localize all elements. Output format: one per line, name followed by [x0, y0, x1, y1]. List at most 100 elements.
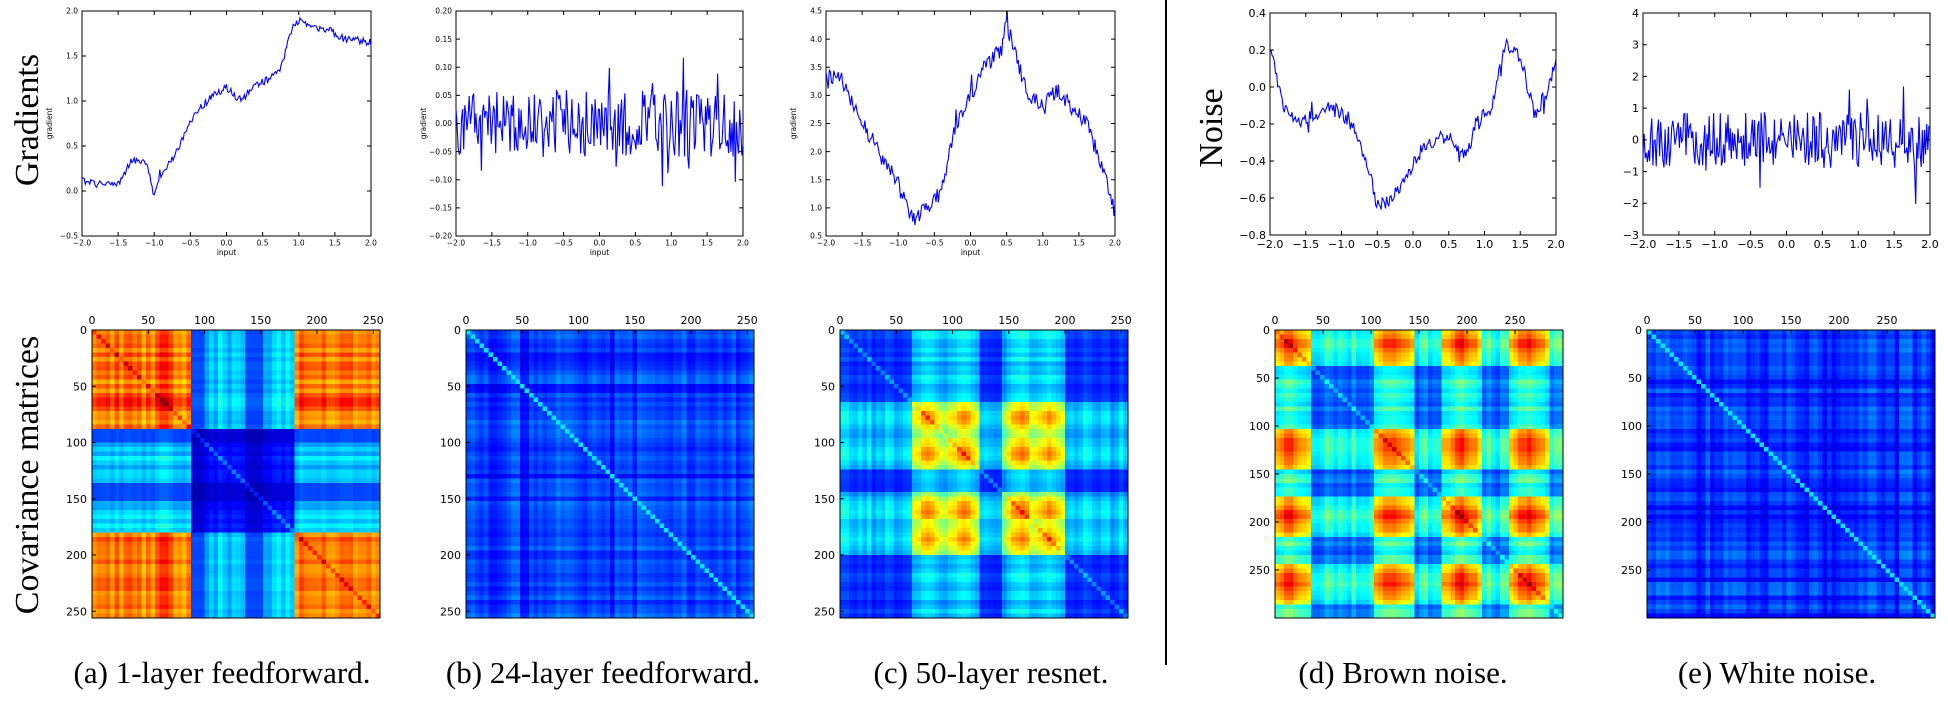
heatmap-cell [101, 357, 106, 362]
heatmap-cell [277, 501, 282, 506]
heatmap-cell [164, 506, 169, 511]
heatmap-cell [344, 411, 349, 416]
heatmap-cell [196, 434, 201, 439]
heatmap-cell [561, 366, 566, 371]
heatmap-cell [344, 605, 349, 610]
heatmap-cell [308, 519, 313, 524]
heatmap-cell [268, 474, 273, 479]
heatmap-cell [200, 357, 205, 362]
heatmap-cell [232, 330, 237, 335]
heatmap-cell [371, 600, 376, 605]
heatmap-cell [223, 474, 228, 479]
heatmap-cell [723, 362, 728, 367]
heatmap-cell [254, 344, 259, 349]
heatmap-cell [263, 330, 268, 335]
heatmap-cell [223, 546, 228, 551]
heatmap-cell [714, 339, 719, 344]
heatmap-cell [236, 605, 241, 610]
heatmap-cell [106, 416, 111, 421]
heatmap-cell [335, 582, 340, 587]
heatmap-cell [669, 339, 674, 344]
heatmap-cell [534, 335, 539, 340]
heatmap-cell [241, 398, 246, 403]
heatmap-cell [214, 609, 219, 614]
heatmap-cell [101, 492, 106, 497]
heatmap-cell [223, 434, 228, 439]
heatmap-cell [146, 339, 151, 344]
heatmap-cell [92, 524, 97, 529]
heatmap-cell [241, 569, 246, 574]
heatmap-cell [191, 573, 196, 578]
heatmap-cell [579, 366, 584, 371]
heatmap-cell [169, 569, 174, 574]
heatmap-cell [250, 362, 255, 367]
heatmap-cell [137, 483, 142, 488]
heatmap-cell [142, 519, 147, 524]
heatmap-cell [709, 339, 714, 344]
heatmap-cell [218, 380, 223, 385]
heatmap-cell [344, 407, 349, 412]
heatmap-cell [507, 366, 512, 371]
heatmap-cell [655, 335, 660, 340]
heatmap-cell [353, 555, 358, 560]
heatmap-cell [227, 425, 232, 430]
heatmap-cell [106, 555, 111, 560]
heatmap-cell [110, 425, 115, 430]
heatmap-cell [304, 587, 309, 592]
heatmap-cell [353, 429, 358, 434]
heatmap-cell [525, 344, 530, 349]
heatmap-cell [371, 591, 376, 596]
heatmap-cell [151, 609, 156, 614]
heatmap-cell [227, 510, 232, 515]
heatmap-cell [340, 600, 345, 605]
heatmap-cell [335, 407, 340, 412]
heatmap-cell [484, 348, 489, 353]
heatmap-cell [214, 366, 219, 371]
heatmap-cell [137, 420, 142, 425]
heatmap-cell [160, 425, 165, 430]
heatmap-cell [349, 380, 354, 385]
heatmap-cell [313, 479, 318, 484]
heatmap-cell [92, 546, 97, 551]
heatmap-cell [142, 357, 147, 362]
heatmap-cell [362, 384, 367, 389]
heatmap-cell [115, 407, 120, 412]
heatmap-cell [115, 398, 120, 403]
heatmap-cell [236, 479, 241, 484]
heatmap-cell [119, 528, 124, 533]
heatmap-cell [227, 542, 232, 547]
heatmap-cell [254, 447, 259, 452]
heatmap-cell [263, 506, 268, 511]
heatmap-cell [241, 605, 246, 610]
heatmap-cell [119, 573, 124, 578]
heatmap-cell [507, 330, 512, 335]
heatmap-cell [547, 366, 552, 371]
heatmap-cell [736, 330, 741, 335]
heatmap-cell [205, 353, 210, 358]
heatmap-cell [340, 519, 345, 524]
heatmap-cell [169, 524, 174, 529]
heatmap-cell [191, 362, 196, 367]
heatmap-cell [529, 330, 534, 335]
heatmap-cell [574, 362, 579, 367]
heatmap-cell [227, 447, 232, 452]
heatmap-cell [236, 587, 241, 592]
heatmap-cell [304, 357, 309, 362]
heatmap-cell [160, 452, 165, 457]
heatmap-cell [110, 582, 115, 587]
heatmap-cell [263, 578, 268, 583]
heatmap-cell [128, 461, 133, 466]
heatmap-cell [124, 371, 129, 376]
heatmap-cell [101, 402, 106, 407]
heatmap-cell [358, 429, 363, 434]
heatmap-cell [353, 479, 358, 484]
heatmap-cell [263, 465, 268, 470]
heatmap-cell [637, 362, 642, 367]
heatmap-cell [732, 348, 737, 353]
heatmap-cell [232, 398, 237, 403]
heatmap-cell [151, 371, 156, 376]
heatmap-cell [295, 452, 300, 457]
heatmap-cell [205, 339, 210, 344]
heatmap-cell [344, 353, 349, 358]
heatmap-cell [340, 447, 345, 452]
